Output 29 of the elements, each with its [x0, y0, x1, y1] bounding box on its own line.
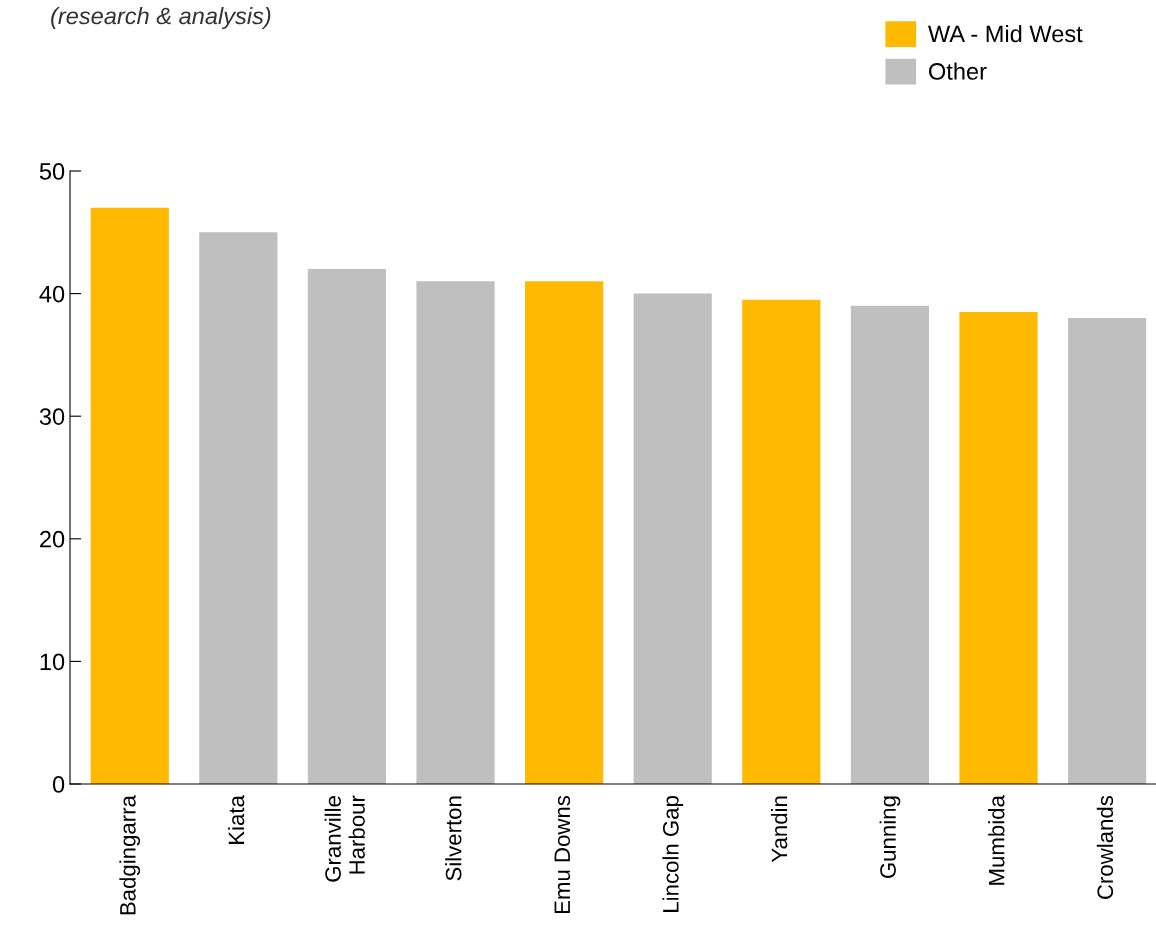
y-tick-label: 40 — [39, 285, 65, 303]
y-tick-label: 30 — [39, 408, 65, 425]
x-tick-label: Lincoln Gap — [662, 796, 684, 912]
x-tick-label: Crowlands — [1096, 795, 1114, 899]
x-tick-label: Gunning — [879, 796, 901, 878]
x-tick-label: Emu Downs — [554, 795, 571, 914]
y-tick-label: 20 — [40, 530, 65, 548]
y-tick-label: 50 — [39, 163, 65, 180]
x-tick-label: Yandin — [770, 796, 788, 863]
x-tick-label: Mumbida — [988, 795, 1005, 885]
bar — [199, 232, 278, 784]
x-tick-label: Silverton — [445, 796, 462, 881]
bar — [90, 207, 169, 784]
text: (research & analysis) — [51, 7, 271, 30]
x-tick-label: Kiata — [227, 795, 245, 844]
y-tick-label: 0 — [52, 776, 65, 793]
legend-label: WA - Mid West — [928, 24, 1083, 43]
y-tick-label: 10 — [40, 653, 65, 671]
bar — [307, 269, 387, 784]
x-tick-label: Badgingarra — [119, 795, 141, 915]
bar — [525, 281, 604, 784]
legend-label: Other — [929, 62, 987, 80]
bar — [742, 299, 821, 784]
bar — [959, 311, 1038, 784]
x-tick-label: Granville Harbour — [324, 795, 365, 882]
bar — [633, 293, 712, 784]
bar — [416, 281, 495, 784]
bar — [850, 305, 930, 784]
bar — [1068, 318, 1147, 784]
